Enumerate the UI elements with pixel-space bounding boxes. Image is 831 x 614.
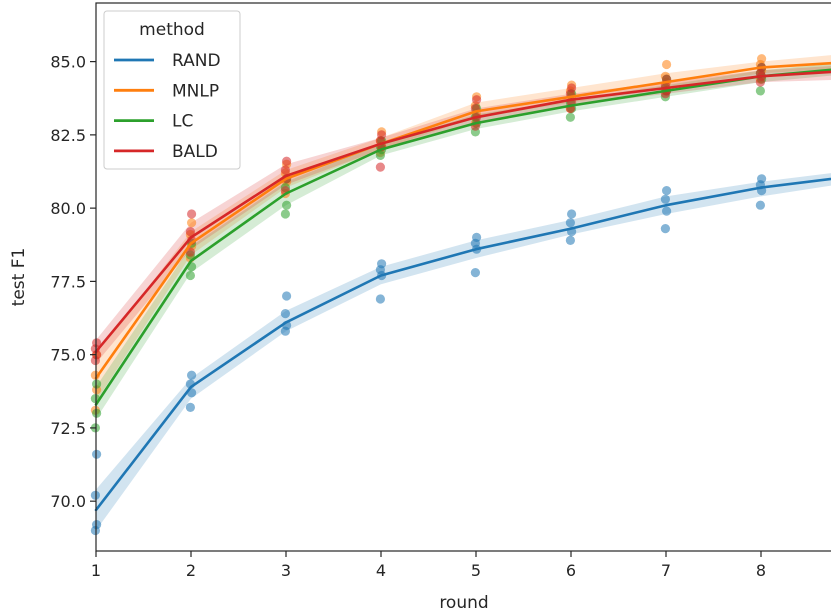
y-tick-label: 75.0: [50, 346, 86, 365]
point-rand: [565, 218, 576, 228]
point-rand: [757, 174, 767, 184]
point-bald: [282, 156, 292, 166]
x-tick-label: 8: [756, 561, 766, 580]
legend-label-mnlp: MNLP: [172, 81, 219, 101]
x-tick-label: 6: [566, 561, 576, 580]
point-rand: [662, 186, 672, 196]
point-lc: [185, 270, 195, 281]
point-bald: [187, 209, 197, 219]
legend-label-rand: RAND: [172, 51, 221, 71]
line-mnlp: [94, 61, 831, 380]
point-rand: [660, 224, 671, 234]
point-rand: [280, 309, 290, 319]
y-tick-label: 80.0: [50, 199, 86, 218]
point-rand: [472, 232, 482, 242]
point-bald: [377, 130, 387, 140]
legend-title: method: [139, 20, 205, 40]
point-rand: [565, 235, 576, 245]
point-bald: [280, 165, 290, 175]
y-tick-label: 82.5: [50, 126, 86, 145]
point-bald: [185, 247, 195, 257]
y-axis-label: test F1: [9, 248, 29, 307]
point-rand: [375, 294, 385, 304]
x-tick-label: 2: [186, 561, 196, 580]
point-rand: [377, 259, 387, 269]
line-bald: [94, 70, 831, 353]
y-tick-label: 70.0: [50, 492, 86, 511]
point-bald: [185, 227, 195, 237]
point-rand: [660, 194, 671, 204]
legend-box: [103, 10, 241, 170]
y-tick-label: 72.5: [50, 419, 86, 438]
x-axis-ticks: 123456789: [91, 551, 766, 580]
x-tick-label: 4: [376, 561, 386, 580]
legend-label-bald: BALD: [172, 142, 218, 162]
point-mnlp: [662, 59, 672, 70]
point-rand: [470, 268, 480, 278]
legend: method RAND MNLP LC BALD: [103, 10, 241, 170]
point-mnlp: [757, 54, 767, 64]
point-mnlp: [187, 218, 197, 228]
legend-label-lc: LC: [172, 112, 193, 132]
point-rand: [187, 370, 197, 380]
x-axis-label: round: [439, 593, 488, 613]
point-rand: [282, 291, 292, 301]
point-rand: [662, 206, 672, 216]
series-lines: [94, 61, 831, 512]
point-bald: [375, 162, 385, 172]
point-rand: [755, 200, 766, 210]
point-bald: [567, 83, 577, 93]
line-rand: [94, 177, 831, 512]
y-axis-ticks: 70.0 72.5 75.0 77.5 80.0 82.5 85.0: [50, 53, 96, 511]
y-tick-label: 85.0: [50, 53, 86, 72]
point-rand: [567, 209, 577, 219]
point-bald: [472, 95, 482, 105]
point-lc: [280, 209, 290, 219]
point-lc: [282, 200, 292, 210]
point-rand: [185, 402, 195, 412]
y-tick-label: 77.5: [50, 272, 86, 291]
x-tick-label: 1: [91, 561, 101, 580]
x-tick-label: 7: [661, 561, 671, 580]
point-lc: [755, 86, 766, 96]
point-lc: [565, 112, 576, 122]
x-tick-label: 3: [281, 561, 291, 580]
x-tick-label: 5: [471, 561, 481, 580]
